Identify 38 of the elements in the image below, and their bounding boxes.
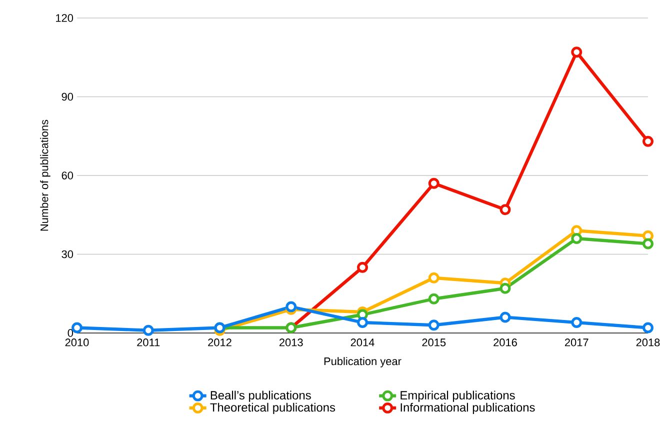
- point: [642, 322, 654, 334]
- x-tick-label: 2010: [65, 338, 89, 346]
- x-tick-label: 2013: [279, 338, 303, 346]
- x-axis-title: Publication year: [324, 357, 402, 368]
- point: [357, 262, 368, 273]
- y-tick-label: 30: [62, 250, 74, 258]
- legend-label: Empirical publications: [400, 390, 515, 402]
- point: [571, 233, 582, 244]
- legend-label: Theoretical publications: [210, 402, 336, 414]
- legend-label: Informational publications: [400, 402, 535, 414]
- y-tick-label: 90: [62, 92, 74, 101]
- point: [428, 272, 440, 284]
- point: [142, 324, 154, 336]
- point: [428, 178, 440, 189]
- x-tick-label: 2017: [564, 338, 588, 346]
- point: [428, 320, 440, 331]
- point: [72, 322, 82, 334]
- y-axis-title: Number of publications: [40, 120, 50, 231]
- x-tick-label: 2015: [422, 338, 446, 346]
- y-tick-label: 120: [56, 14, 74, 22]
- point: [571, 46, 582, 58]
- point: [428, 293, 440, 304]
- point: [571, 317, 582, 328]
- legend-label: Beall’s publications: [210, 390, 311, 402]
- x-tick-label: 2011: [137, 338, 160, 346]
- x-tick-label: 2018: [636, 338, 660, 346]
- x-tick-label: 2016: [494, 338, 517, 346]
- y-tick-label: 0: [68, 329, 74, 337]
- point: [642, 136, 654, 147]
- point: [500, 204, 511, 216]
- x-tick-label: 2012: [208, 338, 232, 346]
- y-tick-label: 60: [62, 172, 74, 180]
- point: [500, 282, 511, 294]
- point: [500, 312, 511, 323]
- x-tick-label: 2014: [350, 338, 374, 346]
- point: [286, 301, 297, 312]
- point: [357, 317, 368, 328]
- point: [642, 238, 654, 250]
